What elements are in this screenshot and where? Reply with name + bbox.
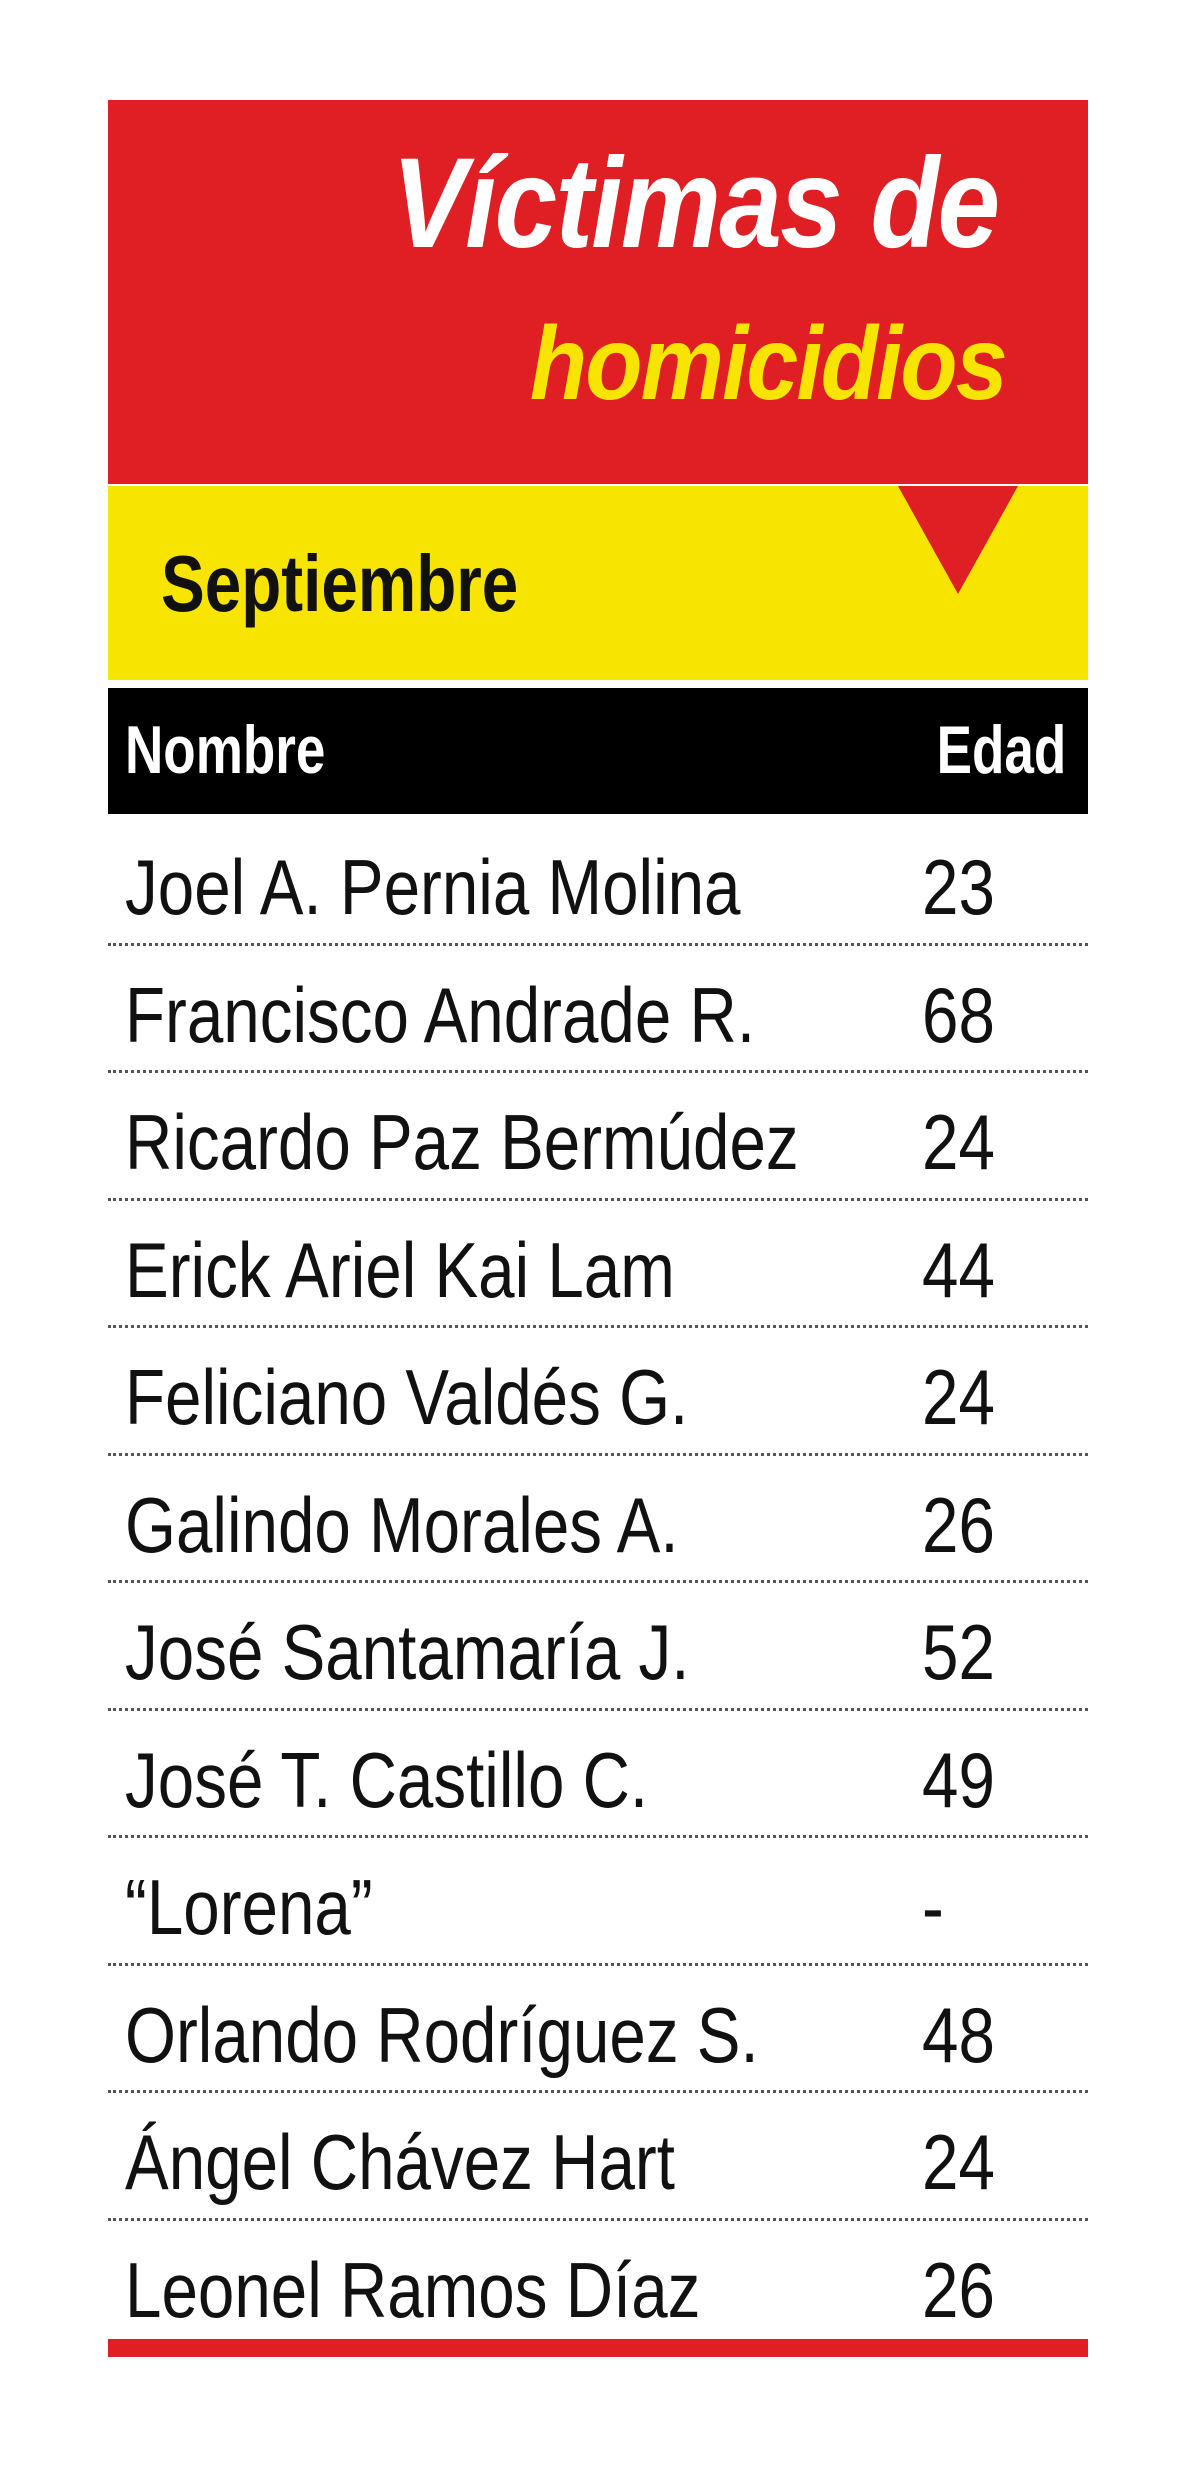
pointer-triangle-icon bbox=[898, 486, 1018, 594]
victim-age: 24 bbox=[922, 1098, 995, 1186]
victim-age: 26 bbox=[922, 1480, 995, 1569]
table-row: José Santamaría J. 52 bbox=[108, 1583, 1088, 1711]
victim-name: Galindo Morales A. bbox=[125, 1480, 679, 1569]
title-line-1: Víctimas de bbox=[391, 132, 999, 275]
table-row: Ángel Chávez Hart 24 bbox=[108, 2093, 1088, 2221]
victim-name: Erick Ariel Kai Lam bbox=[125, 1225, 675, 1314]
victim-age: 23 bbox=[922, 843, 995, 931]
victim-age: 52 bbox=[922, 1608, 995, 1696]
victim-age: 26 bbox=[922, 2245, 995, 2334]
title-line-2: homicidios bbox=[529, 306, 1008, 422]
victim-age: 48 bbox=[922, 1990, 995, 2079]
victims-table: Joel A. Pernia Molina 23 Francisco Andrade… bbox=[108, 818, 1088, 2348]
victim-age: - bbox=[922, 1863, 944, 1951]
month-label: Septiembre bbox=[161, 539, 519, 628]
table-row: José T. Castillo C. 49 bbox=[108, 1711, 1088, 1838]
table-row: Erick Ariel Kai Lam 44 bbox=[108, 1201, 1088, 1328]
table-row: Francisco Andrade R. 68 bbox=[108, 946, 1088, 1073]
victim-name: “Lorena” bbox=[125, 1863, 373, 1951]
victim-name: Ricardo Paz Bermúdez bbox=[125, 1098, 799, 1186]
table-row: Orlando Rodríguez S. 48 bbox=[108, 1966, 1088, 2093]
table-row: Joel A. Pernia Molina 23 bbox=[108, 818, 1088, 946]
table-header: Nombre Edad bbox=[108, 688, 1088, 814]
victim-name: Francisco Andrade R. bbox=[125, 970, 756, 1059]
victim-name: Orlando Rodríguez S. bbox=[125, 1990, 759, 2079]
table-row: “Lorena” - bbox=[108, 1838, 1088, 1966]
table-row: Galindo Morales A. 26 bbox=[108, 1456, 1088, 1583]
victim-name: José T. Castillo C. bbox=[125, 1735, 649, 1824]
victim-age: 24 bbox=[922, 2118, 995, 2206]
victim-name: Ángel Chávez Hart bbox=[125, 2118, 675, 2206]
victim-name: José Santamaría J. bbox=[125, 1608, 690, 1696]
victim-age: 68 bbox=[922, 970, 995, 1059]
victim-age: 49 bbox=[922, 1735, 995, 1824]
month-banner: Septiembre bbox=[108, 486, 1088, 680]
header-age: Edad bbox=[936, 712, 1066, 788]
victim-name: Feliciano Valdés G. bbox=[125, 1353, 689, 1441]
victim-name: Joel A. Pernia Molina bbox=[125, 843, 741, 931]
table-row: Feliciano Valdés G. 24 bbox=[108, 1328, 1088, 1456]
title-banner: Víctimas de homicidios bbox=[108, 100, 1088, 484]
victim-age: 24 bbox=[922, 1353, 995, 1441]
header-name: Nombre bbox=[125, 712, 326, 788]
bottom-rule bbox=[108, 2339, 1088, 2357]
table-row: Leonel Ramos Díaz 26 bbox=[108, 2221, 1088, 2349]
victim-age: 44 bbox=[922, 1225, 995, 1314]
victim-name: Leonel Ramos Díaz bbox=[125, 2245, 701, 2334]
table-row: Ricardo Paz Bermúdez 24 bbox=[108, 1073, 1088, 1201]
